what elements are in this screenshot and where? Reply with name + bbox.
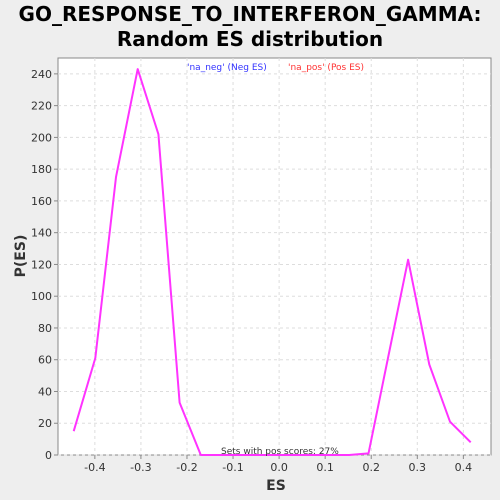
y-tick-label: 20 [38,417,52,430]
legend: 'na_neg' (Neg ES) 'na_pos' (Pos ES) [187,63,364,73]
chart-title-line-1: GO_RESPONSE_TO_INTERFERON_GAMMA: [18,2,482,26]
es-distribution-line [72,68,472,456]
y-tick-label: 60 [38,354,52,367]
y-tick-label: 160 [31,195,52,208]
y-axis-label: P(ES) [13,235,29,278]
x-tick-label: -0.1 [222,461,243,474]
x-tick-label: -0.2 [176,461,197,474]
pos-scores-annotation: Sets with pos scores: 27% [221,447,339,457]
series-layer [72,68,472,456]
y-tick-label: 120 [31,258,52,271]
y-tick-label: 140 [31,227,52,240]
x-axis-label: ES [266,478,286,494]
x-tick-label: 0.2 [362,461,380,474]
x-tick-label: 0.4 [455,461,473,474]
chart-title: GO_RESPONSE_TO_INTERFERON_GAMMA: Random … [0,2,500,52]
y-tick-label: 100 [31,290,52,303]
grid-layer [58,58,491,456]
x-tick-label: 0.1 [316,461,334,474]
y-tick-label: 40 [38,385,52,398]
y-tick-label: 220 [31,100,52,113]
axis-layer: 0 20 40 60 80 100 120 140 160 180 200 220 240 -0.4 -0.… [31,68,472,474]
plot-area [57,57,492,456]
y-tick-label: 0 [45,449,52,462]
x-tick-label: -0.3 [130,461,151,474]
y-tick-label: 200 [31,131,52,144]
chart-title-line-2: Random ES distribution [116,27,384,51]
legend-entry-pos: 'na_pos' (Pos ES) [288,63,364,73]
x-tick-label: 0.0 [270,461,288,474]
legend-entry-neg: 'na_neg' (Neg ES) [187,63,267,73]
y-tick-label: 80 [38,322,52,335]
y-tick-label: 180 [31,163,52,176]
x-tick-label: 0.3 [409,461,427,474]
y-tick-label: 240 [31,68,52,81]
x-tick-label: -0.4 [84,461,105,474]
